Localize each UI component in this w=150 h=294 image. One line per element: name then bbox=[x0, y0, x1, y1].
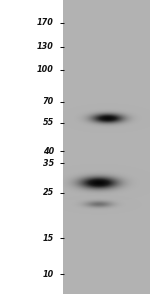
Text: 170: 170 bbox=[37, 18, 54, 27]
Text: 10: 10 bbox=[43, 270, 54, 279]
Text: 130: 130 bbox=[37, 42, 54, 51]
Text: 35: 35 bbox=[43, 158, 54, 168]
Bar bbox=[0, 0, 63, 294]
Text: 55: 55 bbox=[43, 118, 54, 128]
Text: 15: 15 bbox=[43, 234, 54, 243]
Text: 25: 25 bbox=[43, 188, 54, 198]
Text: 40: 40 bbox=[43, 147, 54, 156]
Bar bbox=[63, 0, 150, 294]
Text: 100: 100 bbox=[37, 66, 54, 74]
Text: 70: 70 bbox=[43, 97, 54, 106]
